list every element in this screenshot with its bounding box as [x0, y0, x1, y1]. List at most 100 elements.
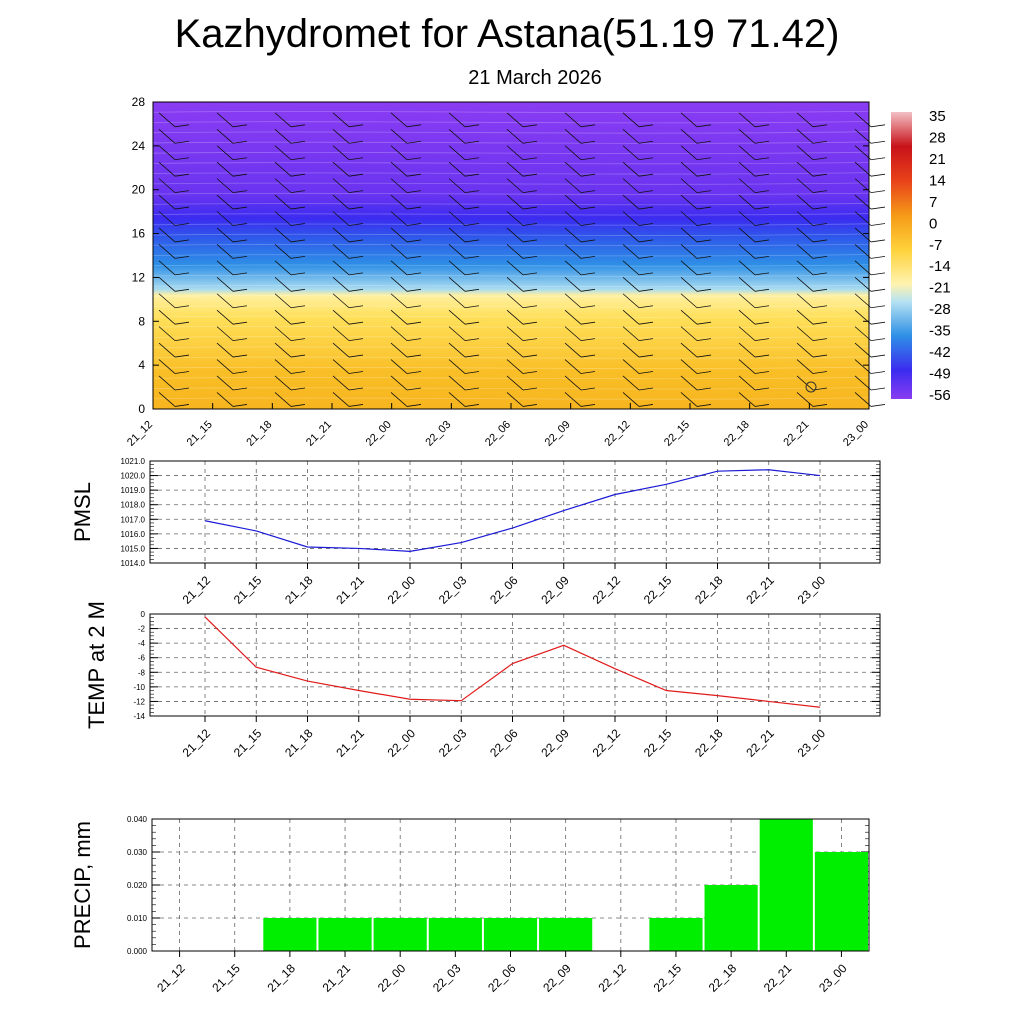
wind-barb: [680, 293, 698, 309]
x-tick-label: 21_21: [333, 726, 367, 760]
wind-barb: [158, 211, 176, 226]
plot-frame: [151, 818, 870, 952]
colorbar-label: 21: [929, 151, 946, 168]
wind-barb: [274, 326, 292, 341]
wind-barb-flag: [870, 387, 886, 391]
y-tick-label: 24: [132, 139, 146, 153]
x-tick-label: 22_00: [385, 726, 419, 760]
wind-barb-flag: [580, 157, 596, 161]
wind-barb-flag: [638, 206, 654, 210]
contour-line: [152, 202, 870, 206]
wind-barb-flag: [638, 124, 654, 128]
wind-barb-flag: [290, 371, 306, 374]
wind-barb: [216, 359, 234, 374]
wind-barb: [854, 178, 872, 193]
wind-barb: [506, 293, 524, 309]
contour-line: [152, 356, 870, 359]
plot-area: [150, 461, 880, 563]
wind-barb: [448, 227, 466, 243]
wind-barb-flag: [232, 387, 248, 391]
wind-barb-flag: [580, 338, 596, 342]
y-tick-label: 1016.0: [121, 530, 146, 539]
wind-barb: [622, 293, 640, 309]
wind-barb: [216, 260, 234, 276]
wind-barb-flag: [870, 140, 886, 144]
wind-barb-flag: [464, 371, 480, 374]
wind-barb-flag: [522, 173, 538, 177]
wind-barb: [158, 375, 176, 391]
wind-barb: [796, 342, 814, 358]
wind-barb: [622, 227, 640, 243]
wind-barb: [622, 359, 640, 374]
wind-barb: [680, 178, 698, 193]
wind-barb-flag: [290, 157, 306, 161]
wind-barb-flag: [812, 288, 828, 292]
wind-barb: [564, 178, 582, 193]
wind-barb-flag: [638, 288, 654, 292]
wind-barb: [332, 211, 350, 226]
wind-barb-flag: [696, 190, 712, 194]
wind-barb: [448, 128, 466, 144]
wind-barb-flag: [870, 173, 886, 177]
wind-barb: [564, 276, 582, 292]
wind-barb: [622, 392, 640, 407]
x-tick-label: 21_15: [209, 961, 243, 995]
wind-barb-flag: [580, 124, 596, 128]
wind-barb: [274, 276, 292, 292]
wind-barb-flag: [290, 338, 306, 342]
wind-barb: [216, 375, 234, 391]
wind-barb: [216, 276, 234, 292]
wind-barb: [622, 260, 640, 276]
wind-barb-flag: [870, 190, 886, 194]
wind-barb-flag: [174, 404, 190, 407]
wind-barb-flag: [638, 404, 654, 407]
wind-barb: [564, 293, 582, 309]
wind-barb-flag: [464, 338, 480, 342]
wind-barb-flag: [464, 206, 480, 210]
wind-barb: [506, 276, 524, 292]
precip-bar: [539, 918, 593, 951]
wind-barb-flag: [232, 321, 248, 325]
wind-barb-flag: [232, 354, 248, 358]
wind-barb: [448, 244, 466, 259]
wind-barb-flag: [638, 338, 654, 342]
wind-barb: [390, 244, 408, 259]
wind-barb-flag: [174, 321, 190, 325]
wind-barb-flag: [754, 239, 770, 243]
y-tick-label: 1015.0: [121, 544, 146, 553]
wind-barb: [158, 178, 176, 193]
wind-barb: [216, 145, 234, 161]
wind-barb: [332, 194, 350, 210]
wind-barb-flag: [812, 206, 828, 210]
wind-barb-flag: [290, 256, 306, 259]
wind-barb-flag: [290, 223, 306, 226]
wind-barb: [448, 178, 466, 193]
x-tick-label: 22_12: [590, 726, 624, 760]
wind-barb-flag: [348, 272, 364, 276]
wind-barb: [622, 112, 640, 128]
temp-panel: 0 -2 -4 -6 -8 -10 -12 -14 21_12 21_15 21_18 21_21 22…: [84, 601, 881, 760]
x-tick-label: 22_06: [487, 573, 521, 607]
wind-barb: [738, 112, 756, 128]
wind-barb-flag: [348, 288, 364, 292]
wind-barb: [216, 293, 234, 309]
wind-barb: [158, 293, 176, 309]
wind-barb: [448, 326, 466, 341]
wind-barb-flag: [290, 404, 306, 407]
wind-barb: [274, 375, 292, 391]
wind-barb-flag: [696, 256, 712, 259]
contour-line: [152, 162, 870, 165]
wind-barb-flag: [290, 239, 306, 243]
wind-barb-flag: [522, 371, 538, 374]
wind-barb: [332, 260, 350, 276]
x-tick-label: 21_15: [185, 419, 215, 449]
wind-barb-flag: [174, 223, 190, 226]
wind-barb-flag: [348, 239, 364, 243]
x-tick-label: 22_03: [423, 419, 453, 449]
wind-barb: [680, 260, 698, 276]
x-tick-label: 22_00: [375, 961, 409, 995]
x-tick-label: 22_12: [590, 573, 624, 607]
wind-barb-flag: [696, 354, 712, 358]
y-tick-label: 0.010: [127, 914, 148, 923]
wind-barb-flag: [174, 354, 190, 358]
